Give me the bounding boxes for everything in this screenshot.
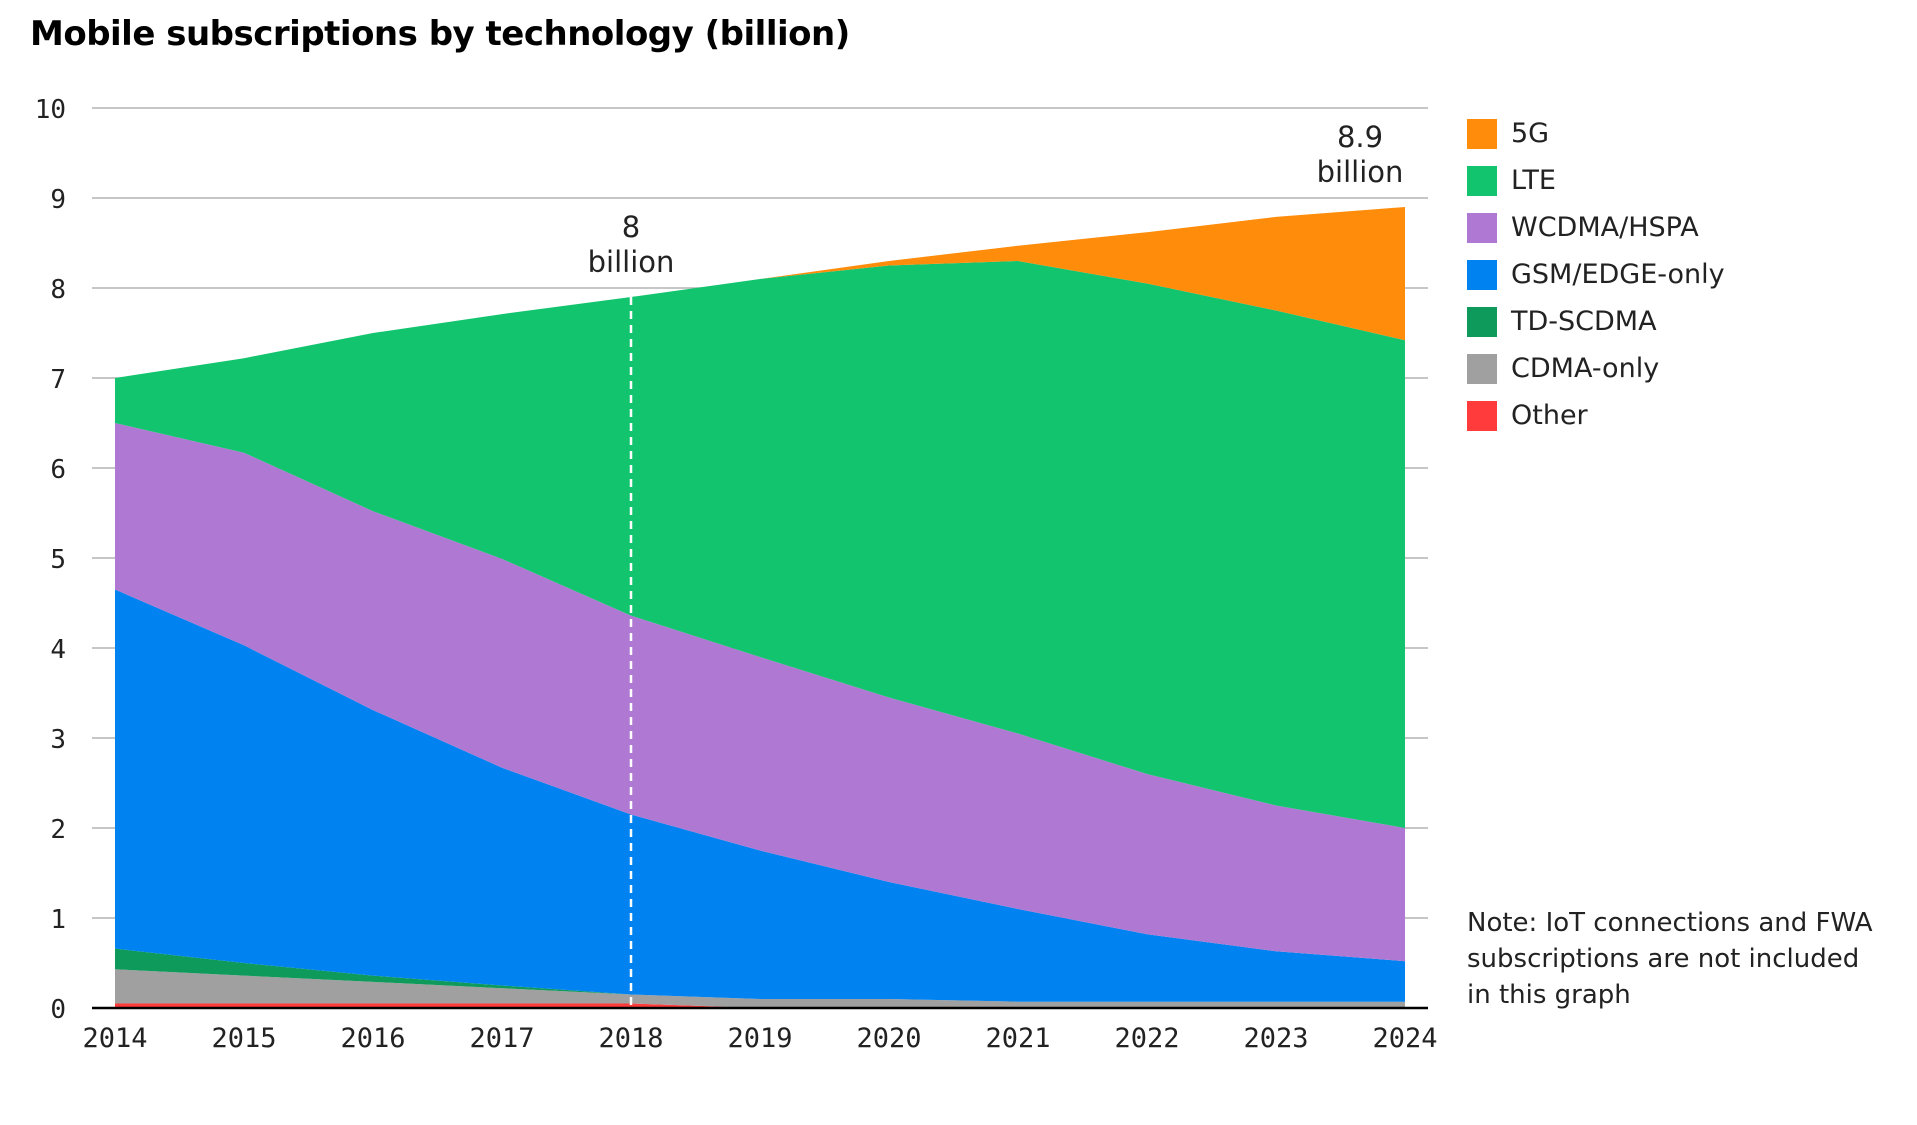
legend-item-5g: 5G [1467,110,1725,157]
x-tick-label: 2024 [1372,1023,1437,1054]
axes: 0 1 2 3 4 5 6 7 8 9 10 2014 2015 2016 2017 2018 2019 2020… [35,95,1438,1054]
legend-item-td-scdma: TD-SCDMA [1467,298,1725,345]
y-tick-label: 6 [50,455,66,485]
area-cdma-only [115,969,1405,1008]
area-wcdma-hspa [115,423,1405,962]
chart-note: Note: IoT connections and FWA subscripti… [1467,908,1873,1010]
legend-item-gsm-edge-only: GSM/EDGE-only [1467,251,1725,298]
legend-swatch [1467,400,1497,431]
x-tick-label: 2015 [211,1023,276,1054]
annotation-unit: billion [588,245,675,279]
legend-swatch [1467,259,1497,290]
x-tick-label: 2019 [727,1023,792,1054]
legend-swatch [1467,212,1497,243]
legend-label: LTE [1511,165,1556,196]
y-tick-label: 4 [50,635,66,665]
x-tick-label: 2016 [340,1023,405,1054]
legend-label: WCDMA/HSPA [1511,212,1699,243]
y-tick-label: 7 [50,365,66,395]
legend-label: 5G [1511,118,1550,149]
y-tick-label: 3 [50,725,66,755]
area-lte [115,261,1405,828]
y-tick-label: 5 [50,545,66,575]
legend-label: GSM/EDGE-only [1511,259,1725,290]
x-tick-label: 2022 [1114,1023,1179,1054]
y-tick-label: 1 [50,905,66,935]
legend-swatch [1467,306,1497,337]
x-tick-label: 2021 [985,1023,1050,1054]
x-tick-label: 2017 [469,1023,534,1054]
area-gsm-edge-only [115,589,1405,1002]
annotation-value: 8.9 [1337,120,1383,154]
legend: 5G LTE WCDMA/HSPA GSM/EDGE-only TD-SCDMA CDMA… [1467,110,1725,439]
x-tick-label: 2023 [1243,1023,1308,1054]
legend-item-cdma-only: CDMA-only [1467,345,1725,392]
y-tick-label: 0 [50,995,66,1025]
legend-label: CDMA-only [1511,353,1660,384]
x-tick-label: 2020 [856,1023,921,1054]
y-tick-label: 8 [50,275,66,305]
x-tick-label: 2014 [82,1023,147,1054]
legend-swatch [1467,118,1497,149]
legend-label: Other [1511,400,1588,431]
legend-item-wcdma-hspa: WCDMA/HSPA [1467,204,1725,251]
legend-item-lte: LTE [1467,157,1725,204]
legend-item-other: Other [1467,392,1725,439]
legend-swatch [1467,165,1497,196]
y-tick-label: 9 [50,185,66,215]
area-series [115,207,1405,1008]
y-tick-label: 10 [35,95,66,125]
y-tick-label: 2 [50,815,66,845]
legend-swatch [1467,353,1497,384]
chart-title: Mobile subscriptions by technology (bill… [30,14,850,54]
area-5g [115,207,1405,378]
x-tick-label: 2018 [598,1023,663,1054]
annotation-value: 8 [622,210,640,244]
annotation-unit: billion [1317,155,1404,189]
legend-label: TD-SCDMA [1511,306,1657,337]
